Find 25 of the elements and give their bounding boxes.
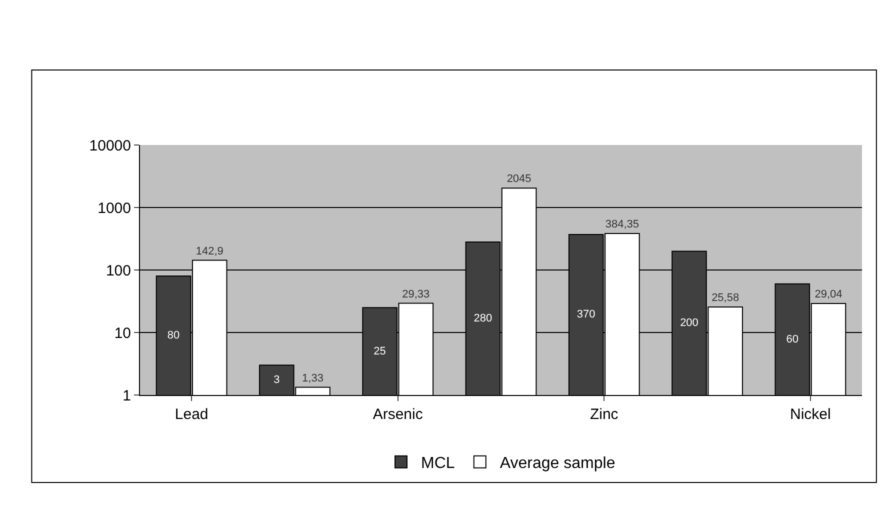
data-label: 280 — [474, 312, 492, 325]
y-tick-label: 100 — [106, 262, 131, 280]
data-label: 60 — [786, 333, 799, 346]
legend-label: MCL — [421, 455, 455, 472]
y-tick-label: 1000 — [98, 200, 131, 217]
data-label: 384,35 — [605, 218, 640, 230]
data-label: 80 — [167, 330, 180, 342]
data-label: 2045 — [506, 173, 532, 186]
x-tick-label: Nickel — [790, 406, 831, 423]
data-label: 3 — [274, 374, 280, 386]
y-tick-label: 10 — [114, 324, 131, 342]
x-tick-label: Lead — [174, 406, 208, 423]
legend-label: Average sample — [500, 455, 616, 472]
x-tick-label: Zinc — [590, 406, 619, 423]
y-tick-label: 1 — [122, 387, 131, 404]
data-label: 25,58 — [712, 292, 740, 304]
data-label: 29,04 — [814, 288, 842, 301]
data-label: 1,33 — [302, 372, 324, 384]
x-tick-label: Arsenic — [372, 406, 424, 423]
data-label: 200 — [680, 317, 698, 330]
y-tick-label: 10000 — [89, 137, 131, 154]
data-label: 142,9 — [196, 245, 224, 258]
data-label: 25 — [374, 345, 386, 358]
data-label: 370 — [576, 308, 596, 321]
data-label: 29,33 — [402, 288, 430, 300]
